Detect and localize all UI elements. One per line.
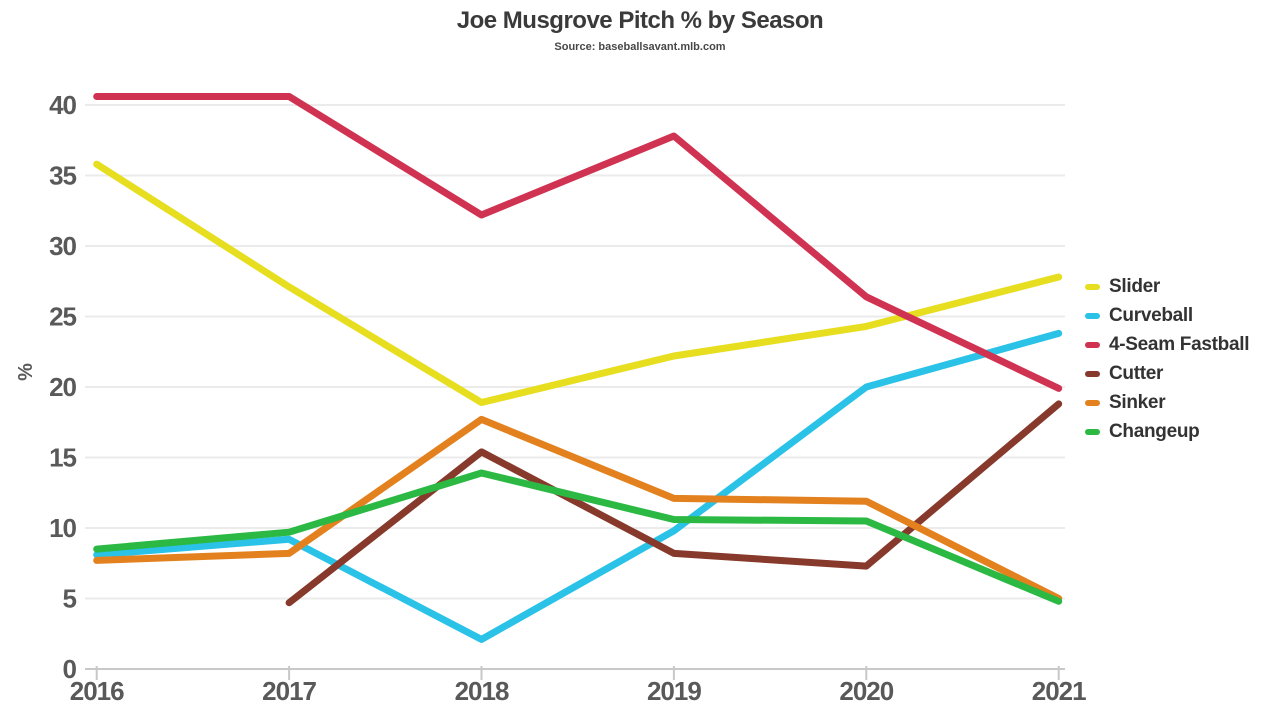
legend-swatch-cutter <box>1085 370 1100 377</box>
y-tick-label-5: 5 <box>63 584 77 614</box>
y-tick-label-20: 20 <box>49 372 76 402</box>
legend-label-changeup: Changeup <box>1109 420 1200 442</box>
x-tick-label-2019: 2019 <box>647 676 701 706</box>
series-line-cutter <box>285 400 1063 607</box>
legend-item-cutter: Cutter <box>1085 359 1249 388</box>
x-tick-label-2016: 2016 <box>70 676 124 706</box>
chart-title: Joe Musgrove Pitch % by Season <box>456 7 824 34</box>
legend-item-changeup: Changeup <box>1085 417 1249 446</box>
series-line-changeup <box>93 469 1063 605</box>
legend-swatch-4-seam-fastball <box>1085 341 1100 348</box>
series-line-curveball <box>93 329 1063 643</box>
legend-label-curveball: Curveball <box>1109 304 1193 326</box>
x-tick-label-2018: 2018 <box>455 676 509 706</box>
y-tick-label-10: 10 <box>49 513 76 543</box>
legend-item-curveball: Curveball <box>1085 301 1249 330</box>
legend-label-cutter: Cutter <box>1109 362 1164 384</box>
legend-label-4-seam-fastball: 4-Seam Fastball <box>1109 333 1250 355</box>
legend-label-slider: Slider <box>1109 275 1160 297</box>
x-tick-label-2017: 2017 <box>262 676 316 706</box>
y-tick-label-0: 0 <box>63 654 77 684</box>
x-tick-label-2021: 2021 <box>1032 676 1086 706</box>
x-tick-label-2020: 2020 <box>839 676 893 706</box>
y-tick-label-30: 30 <box>49 231 76 261</box>
y-tick-label-35: 35 <box>49 161 76 191</box>
legend-swatch-changeup <box>1085 428 1100 435</box>
chart-subtitle: Source: baseballsavant.mlb.com <box>554 41 726 53</box>
legend: Slider Curveball 4-Seam Fastball Cutter Sink… <box>1085 272 1249 446</box>
legend-item-slider: Slider <box>1085 272 1249 301</box>
series-line-sinker <box>93 415 1063 602</box>
series-line-slider <box>93 160 1063 406</box>
series-line-4-seam-fastball <box>93 93 1063 392</box>
legend-label-sinker: Sinker <box>1109 391 1166 413</box>
y-tick-label-25: 25 <box>49 302 76 332</box>
y-tick-label-15: 15 <box>49 443 76 473</box>
legend-swatch-curveball <box>1085 312 1100 319</box>
legend-item-sinker: Sinker <box>1085 388 1249 417</box>
y-tick-label-40: 40 <box>49 90 76 120</box>
y-axis-title: % <box>15 363 37 381</box>
legend-swatch-slider <box>1085 283 1100 290</box>
legend-item-4-seam-fastball: 4-Seam Fastball <box>1085 330 1249 359</box>
legend-swatch-sinker <box>1085 399 1100 406</box>
